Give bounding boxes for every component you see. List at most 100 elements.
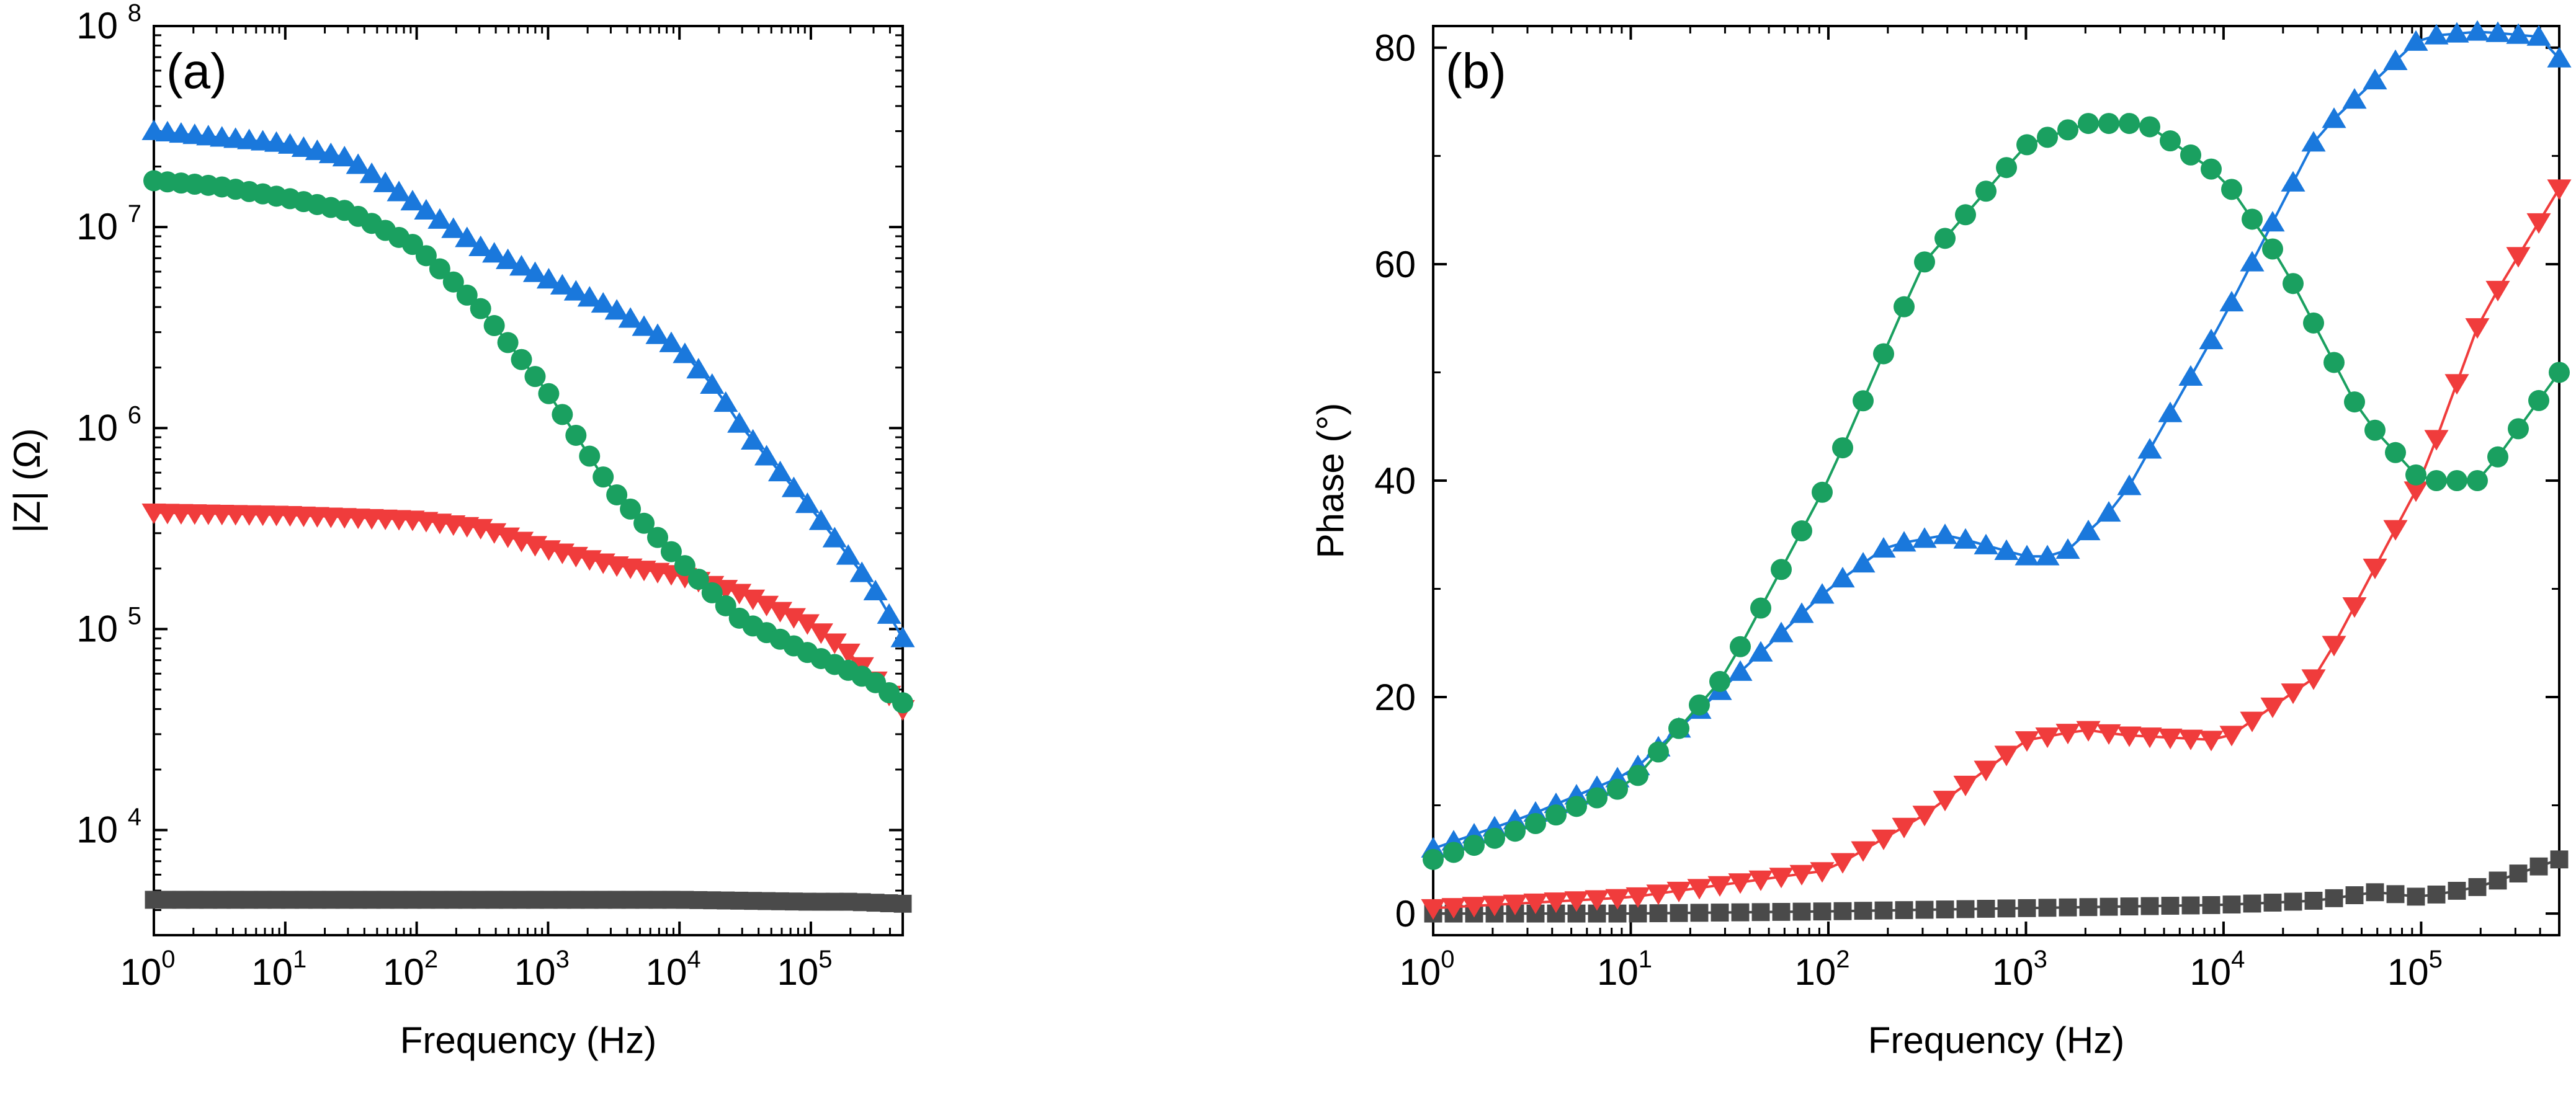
data-point-green: [892, 692, 913, 714]
data-point-blue: [277, 133, 303, 154]
x-tick-exp: 1: [293, 946, 306, 973]
data-point-red: [1585, 890, 1609, 911]
data-point-red: [2383, 520, 2408, 541]
data-point-blue: [836, 544, 861, 565]
data-point-red: [727, 584, 752, 605]
data-point-green: [497, 332, 519, 353]
data-point-green: [1668, 718, 1689, 739]
x-tick-label: 100: [120, 946, 176, 993]
data-point-red: [1544, 892, 1568, 913]
data-point-blue: [2076, 519, 2101, 541]
x-tick-exp: 0: [161, 946, 175, 973]
data-point-blue: [890, 626, 915, 647]
data-point-green: [2385, 442, 2406, 463]
data-point-black: [2263, 894, 2282, 912]
y-tick-base: 10: [76, 206, 118, 247]
data-point-black: [2202, 896, 2220, 914]
x-tick-exp: 3: [556, 946, 570, 973]
data-point-red: [2506, 247, 2531, 268]
series-black: [1424, 850, 2569, 923]
data-point-green: [646, 527, 668, 548]
x-tick-base: 10: [2387, 951, 2429, 993]
data-point-green: [2119, 113, 2140, 135]
data-point-green: [1545, 804, 1567, 826]
x-tick-exp: 4: [687, 946, 700, 973]
data-point-green: [1607, 778, 1628, 800]
data-point-red: [1871, 829, 1896, 850]
series-blue: [1421, 20, 2572, 858]
series-line-blue: [1433, 30, 2560, 850]
data-point-blue: [346, 153, 370, 174]
data-point-blue: [2117, 474, 2142, 495]
data-point-black: [1936, 900, 1954, 918]
data-point-red: [1912, 806, 1937, 827]
data-point-red: [1626, 887, 1650, 909]
data-point-green: [1566, 796, 1587, 817]
data-point-red: [836, 643, 861, 664]
data-point-red: [781, 608, 806, 629]
data-point-red: [1851, 841, 1876, 862]
data-point-black: [1649, 904, 1668, 923]
data-point-blue: [1789, 602, 1814, 623]
x-tick-label: 103: [514, 946, 570, 993]
data-point-green: [2057, 119, 2078, 141]
x-tick-base: 10: [2189, 951, 2231, 993]
data-point-red: [1564, 891, 1589, 912]
data-point-green: [1996, 157, 2017, 179]
x-tick-base: 10: [1597, 951, 1639, 993]
data-point-red: [1646, 884, 1671, 905]
x-tick-exp: 4: [2231, 946, 2245, 973]
data-point-green: [2303, 312, 2324, 334]
data-point-blue: [2526, 25, 2551, 46]
data-point-blue: [427, 208, 452, 229]
data-point-green: [2323, 352, 2345, 373]
data-point-green: [1648, 741, 1669, 763]
y-tick-label: 10 8: [76, 0, 141, 47]
data-point-black: [1956, 900, 1975, 918]
y-tick-label: 0: [1395, 893, 1416, 935]
data-point-black: [1711, 904, 1729, 922]
data-point-blue: [632, 315, 656, 336]
data-point-blue: [2404, 30, 2428, 51]
data-point-blue: [509, 255, 534, 276]
data-point-green: [1464, 835, 1485, 856]
data-point-red: [2137, 727, 2162, 749]
data-point-blue: [1851, 552, 1876, 573]
data-point-blue: [591, 291, 615, 313]
data-point-blue: [2015, 544, 2039, 566]
data-point-red: [795, 614, 820, 635]
data-point-green: [2364, 419, 2386, 441]
data-point-blue: [2342, 88, 2367, 109]
data-point-black: [2448, 881, 2466, 900]
y-tick-label: 10 5: [76, 602, 141, 649]
data-point-red: [1687, 879, 1712, 900]
data-point-red: [2281, 683, 2305, 704]
data-point-green: [1894, 296, 1915, 318]
data-point-red: [1789, 864, 1814, 886]
data-point-green: [2487, 446, 2508, 468]
data-point-blue: [2363, 68, 2387, 90]
data-point-blue: [2137, 438, 2162, 459]
data-point-green: [2098, 113, 2119, 135]
data-point-green: [1484, 827, 1505, 849]
data-point-black: [2222, 895, 2241, 913]
data-point-black: [2325, 889, 2343, 907]
data-point-red: [2055, 724, 2080, 745]
data-point-blue: [2096, 500, 2121, 522]
data-point-blue: [387, 180, 411, 202]
data-point-black: [2304, 892, 2323, 910]
data-point-black: [1772, 902, 1791, 921]
data-point-red: [1523, 893, 1548, 915]
data-point-blue: [2260, 211, 2285, 232]
data-point-green: [1730, 636, 1751, 657]
data-point-green: [565, 424, 587, 446]
data-point-black: [2345, 886, 2364, 904]
series-green: [1423, 113, 2570, 870]
y-tick-exp: 6: [128, 401, 141, 429]
x-tick-base: 10: [646, 951, 687, 993]
data-point-red: [2444, 374, 2469, 395]
data-point-red: [2035, 727, 2060, 749]
data-point-blue: [536, 268, 561, 289]
data-point-red: [1482, 895, 1507, 917]
